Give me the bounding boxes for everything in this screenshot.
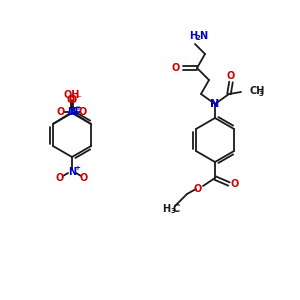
Text: +: + — [74, 165, 80, 171]
Text: N: N — [67, 107, 75, 117]
Text: O: O — [67, 95, 75, 105]
Text: ⁻: ⁻ — [77, 95, 81, 101]
Text: +: + — [73, 105, 79, 111]
Text: N: N — [210, 99, 220, 109]
Text: O: O — [80, 173, 88, 183]
Text: OH: OH — [64, 90, 80, 100]
Text: 3: 3 — [259, 91, 264, 97]
Text: O: O — [69, 95, 77, 105]
Text: 2: 2 — [196, 35, 200, 41]
Text: H: H — [189, 31, 197, 41]
Text: 3: 3 — [171, 208, 176, 214]
Text: +: + — [75, 105, 81, 111]
Text: CH: CH — [250, 86, 266, 96]
Text: O: O — [227, 71, 235, 81]
Text: N: N — [199, 31, 207, 41]
Text: O: O — [79, 107, 87, 117]
Text: O: O — [56, 173, 64, 183]
Text: C: C — [172, 204, 180, 214]
Text: O: O — [57, 107, 65, 117]
Text: O: O — [194, 184, 202, 194]
Text: N: N — [68, 167, 76, 177]
Text: H: H — [162, 204, 170, 214]
Text: O: O — [172, 63, 180, 73]
Text: O: O — [231, 179, 239, 189]
Text: ⁻: ⁻ — [75, 95, 79, 101]
Text: N: N — [69, 107, 77, 117]
